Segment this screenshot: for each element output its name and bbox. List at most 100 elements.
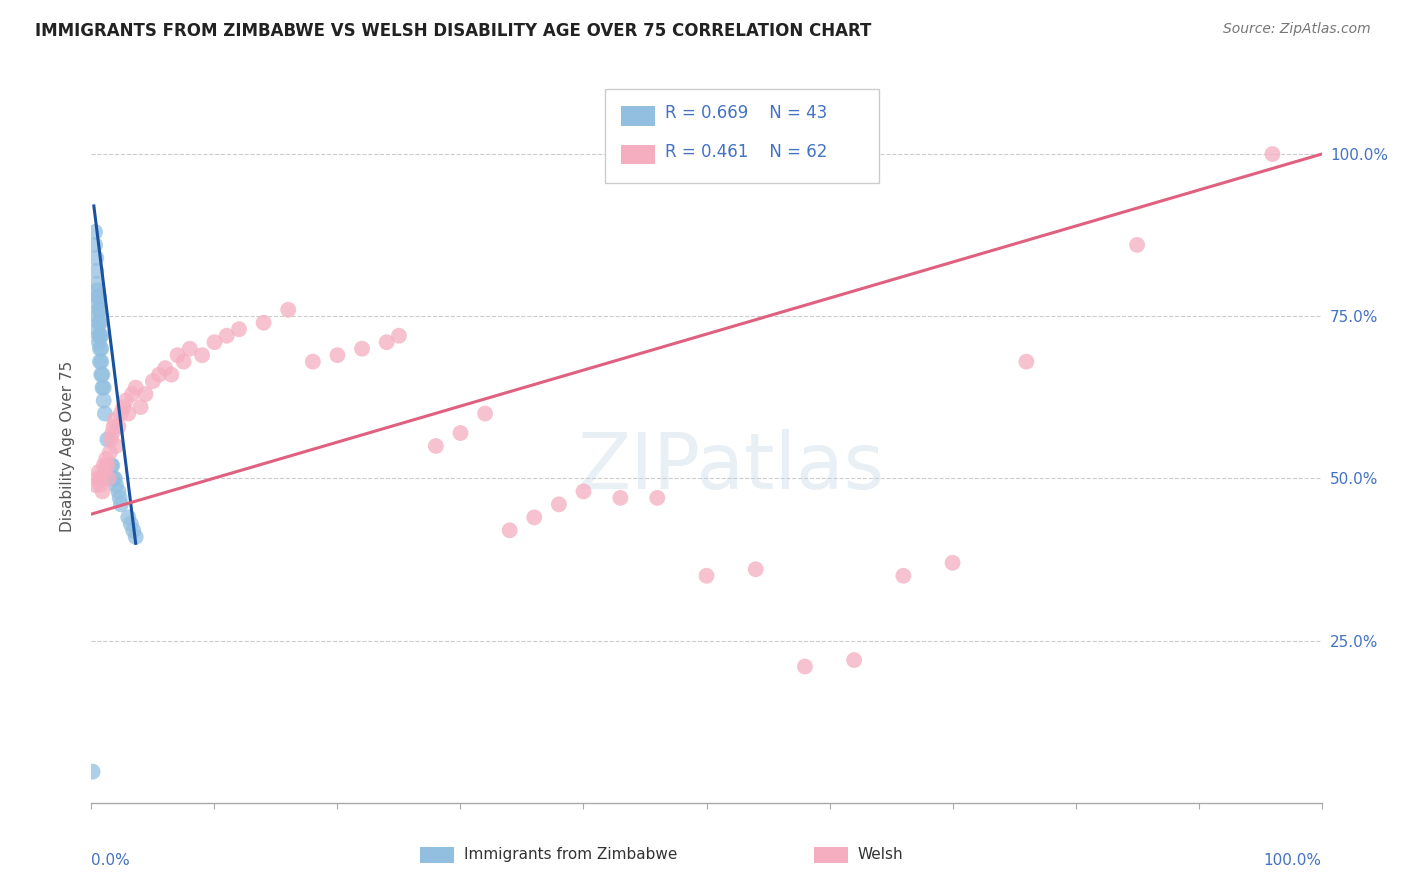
Text: Source: ZipAtlas.com: Source: ZipAtlas.com [1223, 22, 1371, 37]
Text: R = 0.461    N = 62: R = 0.461 N = 62 [665, 143, 827, 161]
Point [153, 361, 177, 376]
Point [100, 458, 122, 473]
Point [91, 484, 114, 499]
Point [110, 497, 132, 511]
Point [120, 516, 142, 531]
Y-axis label: Disability Age Over 75: Disability Age Over 75 [60, 360, 76, 532]
Point [87, 465, 110, 479]
Point [352, 342, 374, 356]
Point [572, 484, 595, 499]
Point [112, 400, 135, 414]
Point [160, 368, 183, 382]
Point [94, 465, 117, 479]
Point [425, 439, 447, 453]
Point [122, 524, 145, 538]
Point [87, 316, 110, 330]
Point [96, 452, 117, 467]
Point [388, 328, 411, 343]
Point [86, 310, 108, 324]
Point [104, 413, 127, 427]
Point [89, 302, 111, 317]
Text: ZIPatlas: ZIPatlas [578, 429, 884, 506]
Point [89, 328, 111, 343]
Point [104, 471, 127, 485]
Point [87, 290, 110, 304]
Point [96, 433, 118, 447]
Point [90, 328, 112, 343]
Point [124, 381, 146, 395]
Point [179, 342, 201, 356]
Point [86, 296, 108, 310]
Point [89, 354, 111, 368]
Point [93, 393, 115, 408]
Point [891, 568, 914, 582]
Point [89, 478, 111, 492]
Point [202, 335, 225, 350]
Text: 0.0%: 0.0% [91, 853, 131, 868]
Point [87, 335, 110, 350]
Point [87, 328, 110, 343]
Point [645, 491, 669, 505]
Point [375, 335, 398, 350]
Point [105, 439, 127, 453]
Point [301, 354, 323, 368]
Point [124, 530, 146, 544]
Point [93, 381, 115, 395]
Point [84, 238, 107, 252]
Point [191, 348, 214, 362]
Point [84, 225, 107, 239]
Point [98, 445, 121, 459]
Point [90, 354, 112, 368]
Point [101, 458, 124, 473]
Point [498, 524, 520, 538]
Point [86, 290, 108, 304]
Point [86, 277, 108, 291]
Point [90, 471, 112, 485]
Point [547, 497, 569, 511]
Point [110, 407, 132, 421]
Point [253, 316, 276, 330]
Point [745, 562, 768, 576]
Point [100, 433, 122, 447]
Point [103, 419, 125, 434]
Point [114, 393, 138, 408]
Point [101, 425, 124, 440]
Text: IMMIGRANTS FROM ZIMBABWE VS WELSH DISABILITY AGE OVER 75 CORRELATION CHART: IMMIGRANTS FROM ZIMBABWE VS WELSH DISABI… [35, 22, 872, 40]
Point [84, 478, 107, 492]
Point [97, 471, 120, 485]
Point [166, 348, 188, 362]
Point [86, 251, 108, 265]
Point [228, 322, 250, 336]
Point [609, 491, 631, 505]
Point [91, 381, 114, 395]
Point [842, 653, 865, 667]
Point [695, 568, 717, 582]
Point [1015, 354, 1038, 368]
Point [86, 283, 108, 297]
Point [87, 302, 110, 317]
Text: Immigrants from Zimbabwe: Immigrants from Zimbabwe [464, 847, 678, 862]
Text: R = 0.669    N = 43: R = 0.669 N = 43 [665, 104, 827, 122]
Point [129, 400, 152, 414]
Point [107, 419, 129, 434]
Point [86, 471, 108, 485]
Point [117, 510, 139, 524]
Point [1261, 147, 1284, 161]
Point [107, 484, 129, 499]
Point [108, 491, 131, 505]
Point [93, 458, 115, 473]
Point [142, 374, 165, 388]
Point [215, 328, 238, 343]
Point [277, 302, 299, 317]
Point [793, 659, 815, 673]
Point [121, 387, 143, 401]
Text: 100.0%: 100.0% [1264, 853, 1322, 868]
Point [82, 764, 104, 779]
Point [148, 368, 170, 382]
Point [941, 556, 963, 570]
Point [474, 407, 496, 421]
Point [326, 348, 349, 362]
Point [90, 342, 112, 356]
Point [173, 354, 195, 368]
Point [449, 425, 471, 440]
